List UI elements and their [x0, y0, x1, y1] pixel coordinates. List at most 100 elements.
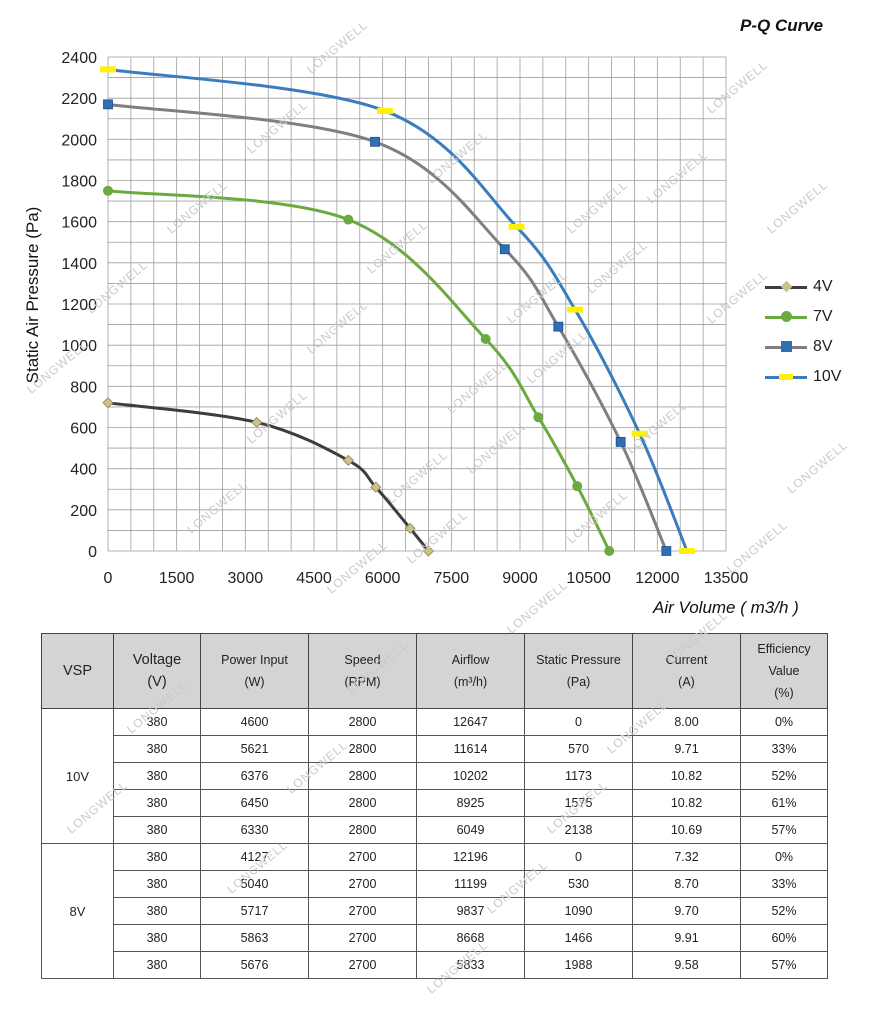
- table-cell-voltage: 380: [113, 789, 201, 817]
- y-tick-label: 1800: [61, 174, 97, 191]
- x-tick-label: 10500: [566, 570, 611, 587]
- y-tick-label: 800: [70, 379, 97, 396]
- x-tick-label: 13500: [704, 570, 749, 587]
- column-header-line: Power Input: [221, 653, 288, 667]
- y-tick-label: 2400: [61, 50, 97, 67]
- table-cell-current: 8.70: [632, 870, 741, 898]
- table-cell-airflow: 12647: [416, 708, 525, 736]
- table-cell-efficiency: 0%: [740, 843, 828, 871]
- table-row: 380 5863 2700 8668 1466 9.91 60%: [42, 924, 828, 952]
- column-header-speed: Speed (RPM): [308, 633, 417, 709]
- table-cell-voltage: 380: [113, 924, 201, 952]
- series-4v: [102, 397, 435, 557]
- table-cell-current: 10.82: [632, 789, 741, 817]
- table-cell-airflow: 5833: [416, 951, 525, 979]
- table-cell-speed: 2700: [308, 870, 417, 898]
- series-8v-line: [107, 102, 668, 552]
- table-row: 8V 380 4127 2700 12196 0 7.32 0%: [41, 843, 828, 979]
- table-cell-speed: 2700: [308, 897, 417, 925]
- table-cell-power-input: 6330: [200, 816, 309, 844]
- series-10v-line: [107, 67, 689, 552]
- column-header-static-pressure: Static Pressure (Pa): [524, 633, 633, 709]
- table-cell-airflow: 10202: [416, 762, 525, 790]
- table-cell-static-pressure: 1988: [524, 951, 633, 979]
- column-header-line: (V): [147, 674, 167, 690]
- grid: [107, 56, 727, 552]
- series-7v-point: [103, 185, 113, 196]
- pq-curve-chart: 0 200 400 600 800 1000 1200 1400 1600 1800 2000 220…: [61, 50, 749, 587]
- series-4v-point: [342, 454, 354, 466]
- series-4v-point: [251, 416, 263, 428]
- table-cell-current: 9.70: [632, 897, 741, 925]
- legend-marker: [781, 311, 792, 322]
- table-row: 380 5621 2800 11614 570 9.71 33%: [42, 735, 828, 763]
- y-tick-label: 1000: [61, 338, 97, 355]
- series-10v-point: [376, 107, 393, 114]
- table-cell-current: 9.91: [632, 924, 741, 952]
- table-cell-voltage: 380: [113, 735, 201, 763]
- table-row: 380 5717 2700 9837 1090 9.70 52%: [42, 897, 828, 925]
- table-cell-speed: 2700: [308, 924, 417, 952]
- table-cell-current: 9.71: [632, 735, 741, 763]
- column-header-line: Current: [665, 653, 708, 667]
- series-10v-point: [567, 306, 584, 313]
- table-cell-current: 9.58: [632, 951, 741, 979]
- table-cell-static-pressure: 1090: [524, 897, 633, 925]
- column-header-line: Value: [768, 664, 800, 678]
- table-cell-voltage: 380: [113, 843, 201, 871]
- y-tick-label: 600: [70, 421, 97, 438]
- table-cell-speed: 2700: [308, 951, 417, 979]
- column-header-line: (A): [678, 675, 695, 689]
- column-header-line: Efficiency: [757, 642, 811, 656]
- x-tick-label: 4500: [296, 570, 332, 587]
- column-header-line: VSP: [62, 663, 92, 679]
- table-cell-static-pressure: 0: [524, 708, 633, 736]
- x-tick-label: 3000: [228, 570, 264, 587]
- table-cell-static-pressure: 1173: [524, 762, 633, 790]
- table-cell-airflow: 12196: [416, 843, 525, 871]
- table-cell-power-input: 6376: [200, 762, 309, 790]
- table-cell-speed: 2800: [308, 762, 417, 790]
- series-8v-point: [661, 546, 672, 556]
- table-cell-power-input: 6450: [200, 789, 309, 817]
- series-10v-point: [631, 430, 648, 437]
- specification-table: VSP Voltage (V) Power Input (W) Speed (RPM) Air…: [41, 633, 828, 979]
- y-tick-label: 400: [70, 462, 97, 479]
- series-4v-point: [404, 522, 416, 534]
- series-8v: [103, 99, 672, 556]
- series-7v: [103, 185, 615, 556]
- series-7v-point: [343, 214, 354, 225]
- table-cell-efficiency: 52%: [740, 762, 828, 790]
- table-cell-current: 10.82: [632, 762, 741, 790]
- table-cell-current: 10.69: [632, 816, 741, 844]
- table-cell-voltage: 380: [113, 897, 201, 925]
- y-tick-label: 2000: [61, 132, 97, 149]
- y-tick-label: 200: [70, 503, 97, 520]
- table-cell-airflow: 11199: [416, 870, 525, 898]
- column-header-line: Airflow: [451, 653, 490, 667]
- table-cell-speed: 2700: [308, 843, 417, 871]
- column-header-line: (RPM): [344, 675, 381, 689]
- table-cell-airflow: 11614: [416, 735, 525, 763]
- series-8v-point: [499, 244, 510, 255]
- table-cell-airflow: 8925: [416, 789, 525, 817]
- table-cell-static-pressure: 0: [524, 843, 633, 871]
- table-cell-airflow: 6049: [416, 816, 525, 844]
- table-cell-efficiency: 57%: [740, 951, 828, 979]
- column-header-vsp: VSP: [41, 633, 114, 709]
- series-8v-point: [615, 437, 626, 447]
- table-cell-power-input: 5676: [200, 951, 309, 979]
- x-tick-label: 0: [104, 570, 113, 587]
- y-tick-label: 2200: [61, 91, 97, 108]
- table-cell-speed: 2800: [308, 789, 417, 817]
- table-cell-static-pressure: 2138: [524, 816, 633, 844]
- vsp-cell: 8V: [41, 843, 114, 979]
- series-7v-point: [604, 546, 615, 556]
- table-cell-airflow: 8668: [416, 924, 525, 952]
- table-cell-power-input: 5621: [200, 735, 309, 763]
- column-header-line: (Pa): [566, 675, 591, 689]
- series-4v-point: [422, 545, 435, 557]
- series-10v-point: [100, 66, 116, 73]
- legend-label: 8V: [813, 338, 833, 355]
- table-cell-voltage: 380: [113, 816, 201, 844]
